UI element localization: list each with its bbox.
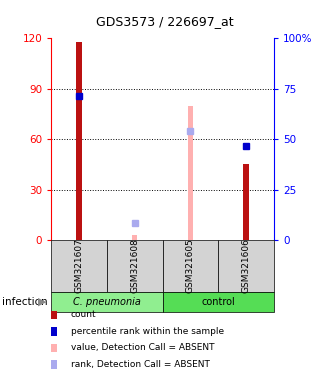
Text: GSM321608: GSM321608 — [130, 238, 139, 293]
Bar — [132, 235, 138, 240]
Text: infection: infection — [2, 297, 50, 307]
Text: GDS3573 / 226697_at: GDS3573 / 226697_at — [96, 15, 234, 28]
Text: value, Detection Call = ABSENT: value, Detection Call = ABSENT — [71, 343, 214, 353]
Bar — [76, 42, 82, 240]
Text: control: control — [201, 297, 235, 307]
Text: C. pneumonia: C. pneumonia — [73, 297, 141, 307]
Text: GSM321607: GSM321607 — [75, 238, 83, 293]
Text: count: count — [71, 310, 97, 319]
Bar — [243, 164, 249, 240]
Bar — [187, 106, 193, 240]
Text: percentile rank within the sample: percentile rank within the sample — [71, 327, 224, 336]
Text: rank, Detection Call = ABSENT: rank, Detection Call = ABSENT — [71, 360, 210, 369]
Text: GSM321605: GSM321605 — [186, 238, 195, 293]
Text: ▶: ▶ — [38, 297, 47, 307]
Text: GSM321606: GSM321606 — [242, 238, 250, 293]
